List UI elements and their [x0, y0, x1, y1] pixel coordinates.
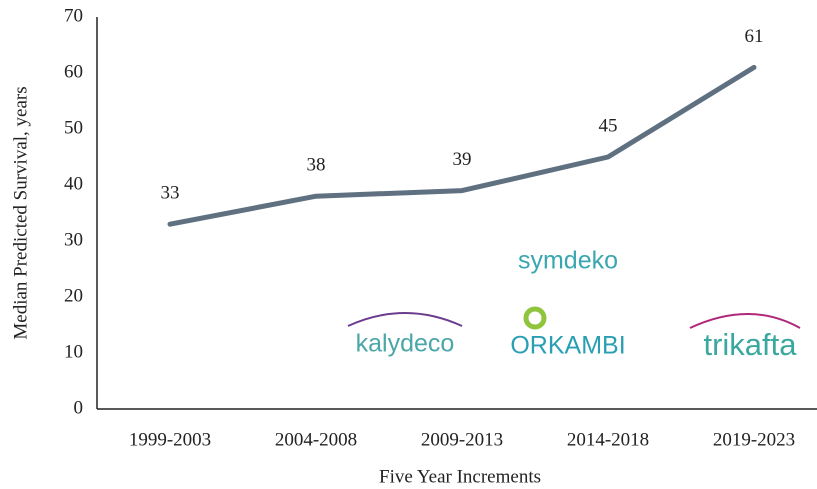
x-tick-label: 2009-2013	[421, 429, 503, 450]
x-tick-label: 2014-2018	[567, 429, 649, 450]
logo-text: symdeko	[518, 247, 618, 275]
y-tick-label: 0	[74, 397, 84, 418]
data-label: 45	[599, 115, 618, 136]
line	[167, 64, 757, 227]
x-tick-label: 2019-2023	[713, 429, 795, 450]
logo-text: ORKAMBI	[510, 332, 625, 360]
logo-arc	[347, 312, 463, 327]
y-tick-label: 50	[64, 117, 83, 138]
y-tick-label: 60	[64, 61, 83, 82]
logo-text: trikafta	[703, 327, 797, 362]
y-axis-title: Median Predicted Survival, years	[10, 86, 31, 339]
y-tick-label: 30	[64, 229, 83, 250]
y-tick-label: 10	[64, 341, 83, 362]
y-tick-label: 70	[64, 5, 83, 26]
x-axis-title: Five Year Increments	[379, 466, 541, 487]
logo-arc	[689, 313, 801, 329]
data-label: 33	[161, 183, 180, 204]
data-label: 38	[307, 155, 326, 176]
data-label: 39	[453, 149, 472, 170]
logo-text: kalydeco	[356, 330, 455, 358]
x-tick-label: 2004-2008	[275, 429, 357, 450]
logo-ring	[523, 306, 547, 330]
y-tick-label: 20	[64, 285, 83, 306]
x-tick-label: 1999-2003	[129, 429, 211, 450]
y-tick-label: 40	[64, 173, 83, 194]
data-label: 61	[745, 26, 764, 47]
